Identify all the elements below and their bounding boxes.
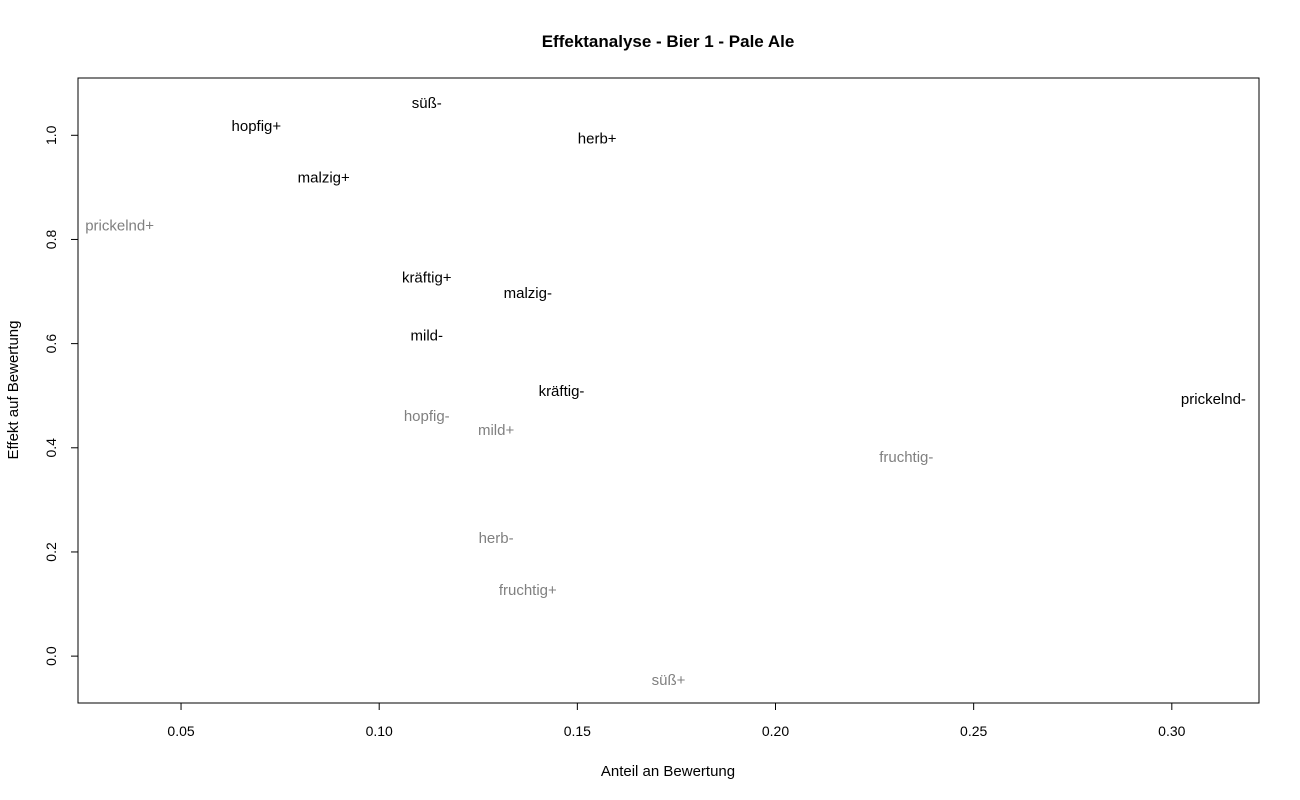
point-label: süß+: [652, 672, 686, 689]
x-axis: 0.05 0.10 0.15 0.20 0.25 0.30: [167, 702, 1186, 739]
y-tick-label: 1.0: [43, 125, 59, 145]
x-tick-label: 0.20: [762, 723, 789, 739]
point-label: süß-: [412, 95, 442, 112]
y-tick-label: 0.0: [43, 646, 59, 666]
point-label: mild+: [478, 422, 515, 439]
point-label: kräftig-: [539, 383, 585, 400]
point-label: malzig+: [298, 170, 350, 187]
point-label: malzig-: [504, 285, 552, 302]
y-tick-label: 0.6: [43, 334, 59, 354]
y-tick-label: 0.2: [43, 542, 59, 562]
x-tick-label: 0.30: [1158, 723, 1185, 739]
plot-frame: [77, 77, 1260, 704]
point-label: fruchtig-: [879, 449, 933, 466]
x-tick-label: 0.10: [366, 723, 393, 739]
point-label: prickelnd+: [85, 217, 154, 234]
y-axis: 0.0 0.2 0.4 0.6 0.8 1.0: [43, 125, 79, 666]
y-tick-label: 0.4: [43, 438, 59, 458]
x-tick-label: 0.05: [167, 723, 194, 739]
chart-title: Effektanalyse - Bier 1 - Pale Ale: [542, 32, 795, 51]
point-label: herb+: [578, 130, 617, 147]
point-label: prickelnd-: [1181, 391, 1246, 408]
point-label: mild-: [411, 327, 444, 344]
y-axis-label: Effekt auf Bewertung: [5, 321, 22, 460]
x-axis-label: Anteil an Bewertung: [601, 763, 735, 780]
point-label: kräftig+: [402, 270, 452, 287]
point-label: fruchtig+: [499, 582, 557, 599]
point-labels: süß-hopfig+ herb+ malzig+ prickelnd+ kräftig…: [85, 95, 1246, 689]
point-label: hopfig+: [232, 118, 282, 135]
point-label: hopfig-: [404, 408, 450, 425]
point-label: herb-: [479, 530, 514, 547]
x-tick-label: 0.25: [960, 723, 987, 739]
x-tick-label: 0.15: [564, 723, 591, 739]
y-tick-label: 0.8: [43, 230, 59, 250]
